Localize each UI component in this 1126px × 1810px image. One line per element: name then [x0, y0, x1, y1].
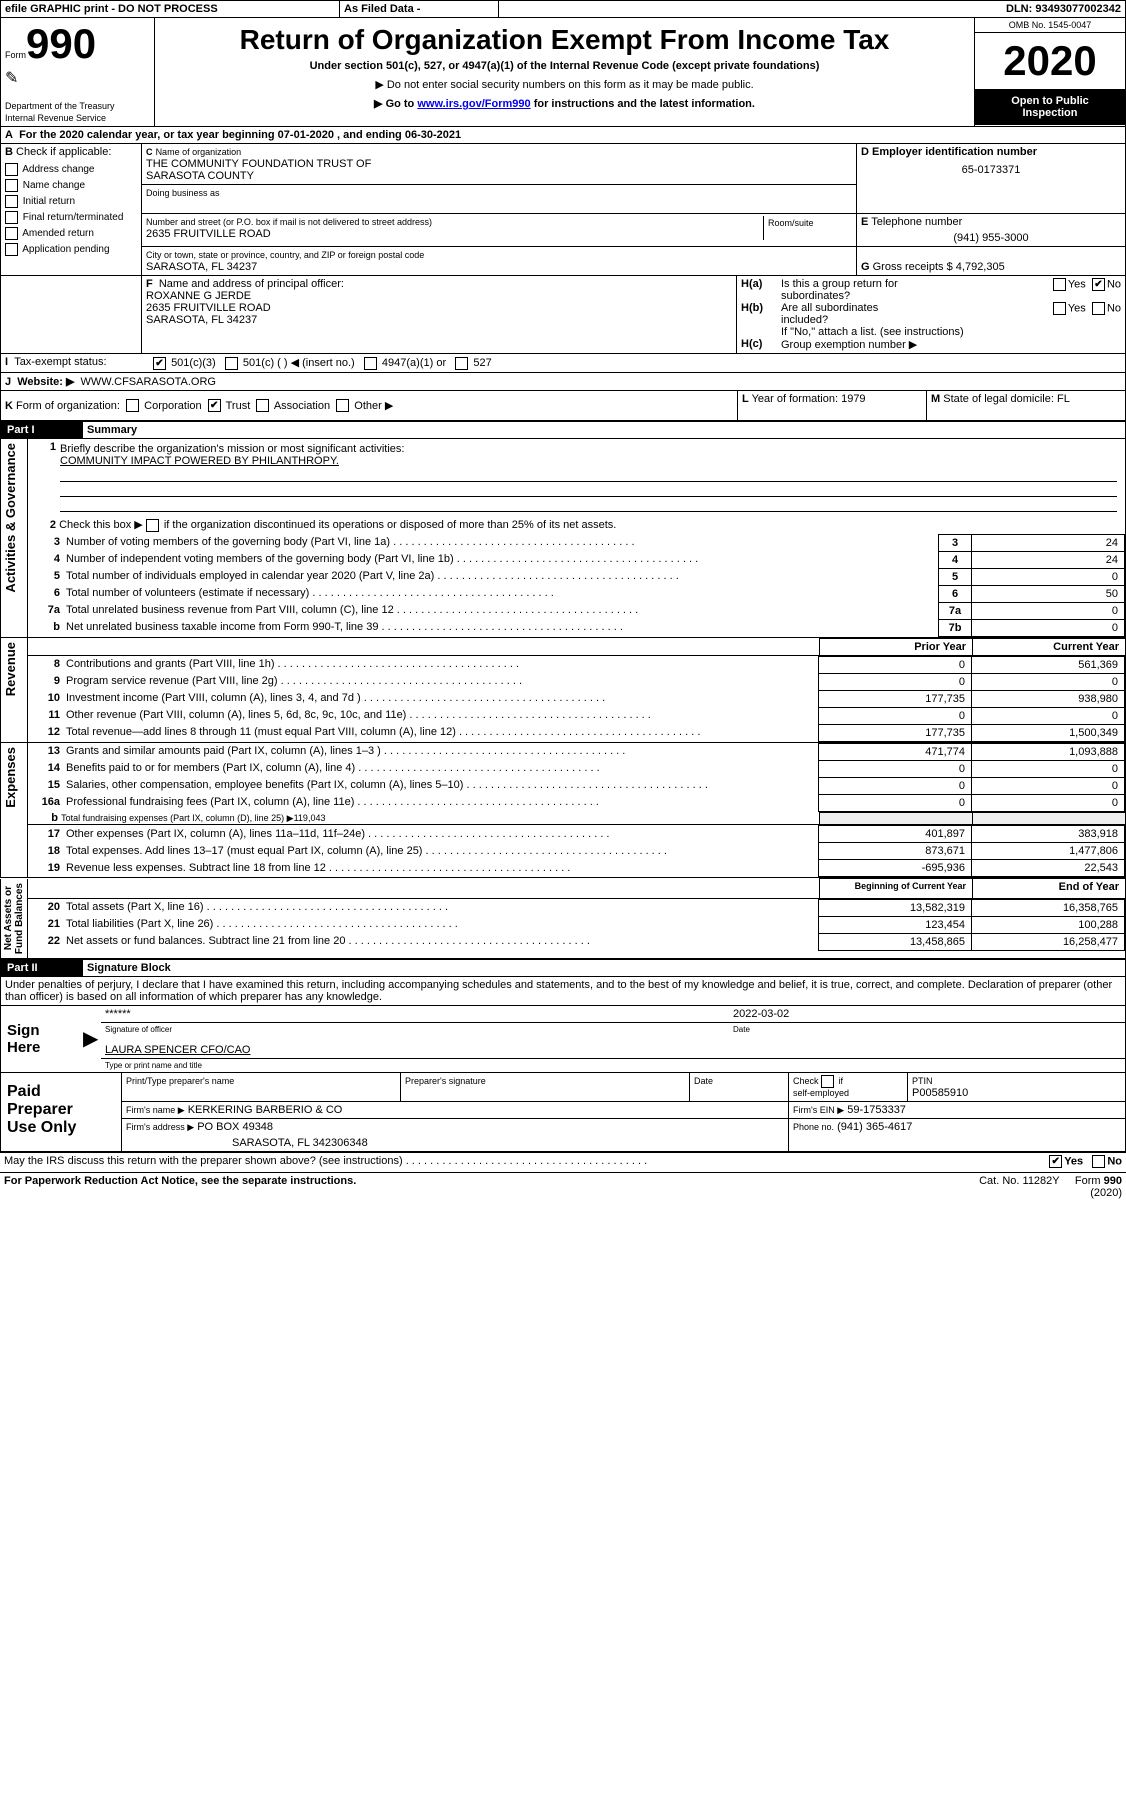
money-line: 19Revenue less expenses. Subtract line 1…	[28, 860, 1125, 877]
line-J: J Website: ▶ WWW.CFSARASOTA.ORG	[0, 373, 1126, 391]
money-line: 22Net assets or fund balances. Subtract …	[28, 933, 1125, 950]
form-title: Return of Organization Exempt From Incom…	[159, 24, 970, 56]
efile-notice: efile GRAPHIC print - DO NOT PROCESS	[1, 1, 340, 18]
header: Form990 ✎ Department of the Treasury Int…	[0, 18, 1126, 127]
section-G: G Gross receipts $ 4,792,305	[857, 247, 1126, 276]
money-line: 21Total liabilities (Part X, line 26)123…	[28, 916, 1125, 933]
money-line: 20Total assets (Part X, line 16)13,582,3…	[28, 899, 1125, 916]
year-box: OMB No. 1545-0047 2020 Open to Public In…	[975, 18, 1126, 127]
line-KLM: K Form of organization: Corporation ✔ Tr…	[0, 391, 1126, 423]
perjury-text: Under penalties of perjury, I declare th…	[0, 977, 1126, 1006]
money-line: 14Benefits paid to or for members (Part …	[28, 760, 1125, 777]
activities-governance: Activities & Governance 1 Briefly descri…	[0, 439, 1126, 638]
netassets-section: Net Assets or Fund Balances Beginning of…	[0, 878, 1126, 960]
gov-line: 6Total number of volunteers (estimate if…	[28, 585, 1125, 602]
gov-line: 5Total number of individuals employed in…	[28, 568, 1125, 585]
paid-preparer: Paid Preparer Use Only Print/Type prepar…	[0, 1073, 1126, 1153]
title-box: Return of Organization Exempt From Incom…	[155, 18, 975, 127]
dln: DLN: 93493077002342	[897, 1, 1126, 18]
form-box: Form990 ✎ Department of the Treasury Int…	[1, 18, 155, 127]
checkbox-item[interactable]: Initial return	[5, 195, 137, 208]
money-line: 10Investment income (Part VIII, column (…	[28, 690, 1125, 707]
checkbox-item[interactable]: Amended return	[5, 227, 137, 240]
dept: Department of the Treasury Internal Reve…	[5, 101, 115, 123]
money-line: 11Other revenue (Part VIII, column (A), …	[28, 707, 1125, 724]
checkbox-item[interactable]: Name change	[5, 179, 137, 192]
money-line: 18Total expenses. Add lines 13–17 (must …	[28, 843, 1125, 860]
line-I: I Tax-exempt status: ✔ 501(c)(3) 501(c) …	[0, 354, 1126, 373]
gov-line: 3Number of voting members of the governi…	[28, 534, 1125, 551]
footer: May the IRS discuss this return with the…	[0, 1153, 1126, 1201]
expenses-section: Expenses 13Grants and similar amounts pa…	[0, 743, 1126, 879]
money-line: 13Grants and similar amounts paid (Part …	[28, 743, 1125, 760]
partI-header: Part I Summary	[0, 422, 1126, 439]
partII-header: Part II Signature Block	[0, 960, 1126, 977]
section-H: H(a) Is this a group return for subordin…	[737, 276, 1126, 354]
money-line: 12Total revenue—add lines 8 through 11 (…	[28, 724, 1125, 741]
section-E: E Telephone number (941) 955-3000	[857, 214, 1126, 247]
checkbox-item[interactable]: Final return/terminated	[5, 211, 137, 224]
checkbox-item[interactable]: Application pending	[5, 243, 137, 256]
section-B: B Check if applicable: Address change Na…	[1, 144, 142, 275]
line-A: A For the 2020 calendar year, or tax yea…	[0, 127, 1126, 144]
money-line: 8Contributions and grants (Part VIII, li…	[28, 656, 1125, 673]
section-F: F Name and address of principal officer:…	[142, 276, 737, 354]
money-line: 15Salaries, other compensation, employee…	[28, 777, 1125, 794]
money-line: 16aProfessional fundraising fees (Part I…	[28, 794, 1125, 811]
section-C: C Name of organization THE COMMUNITY FOU…	[142, 144, 857, 185]
gov-line: 4Number of independent voting members of…	[28, 551, 1125, 568]
money-line: 17Other expenses (Part IX, column (A), l…	[28, 826, 1125, 843]
gov-line: 7aTotal unrelated business revenue from …	[28, 602, 1125, 619]
asfiled-label: As Filed Data -	[340, 1, 499, 18]
checkbox-item[interactable]: Address change	[5, 163, 137, 176]
section-D: D Employer identification number 65-0173…	[857, 144, 1126, 214]
money-line: 9Program service revenue (Part VIII, lin…	[28, 673, 1125, 690]
top-bar: efile GRAPHIC print - DO NOT PROCESS As …	[0, 0, 1126, 18]
revenue-section: Revenue Prior Year Current Year 8Contrib…	[0, 638, 1126, 743]
info-block: B Check if applicable: Address change Na…	[0, 144, 1126, 275]
gov-line: bNet unrelated business taxable income f…	[28, 619, 1125, 636]
sign-here: Sign Here ▶ ****** 2022-03-02 Signature …	[0, 1006, 1126, 1073]
FH-block: F Name and address of principal officer:…	[0, 275, 1126, 354]
